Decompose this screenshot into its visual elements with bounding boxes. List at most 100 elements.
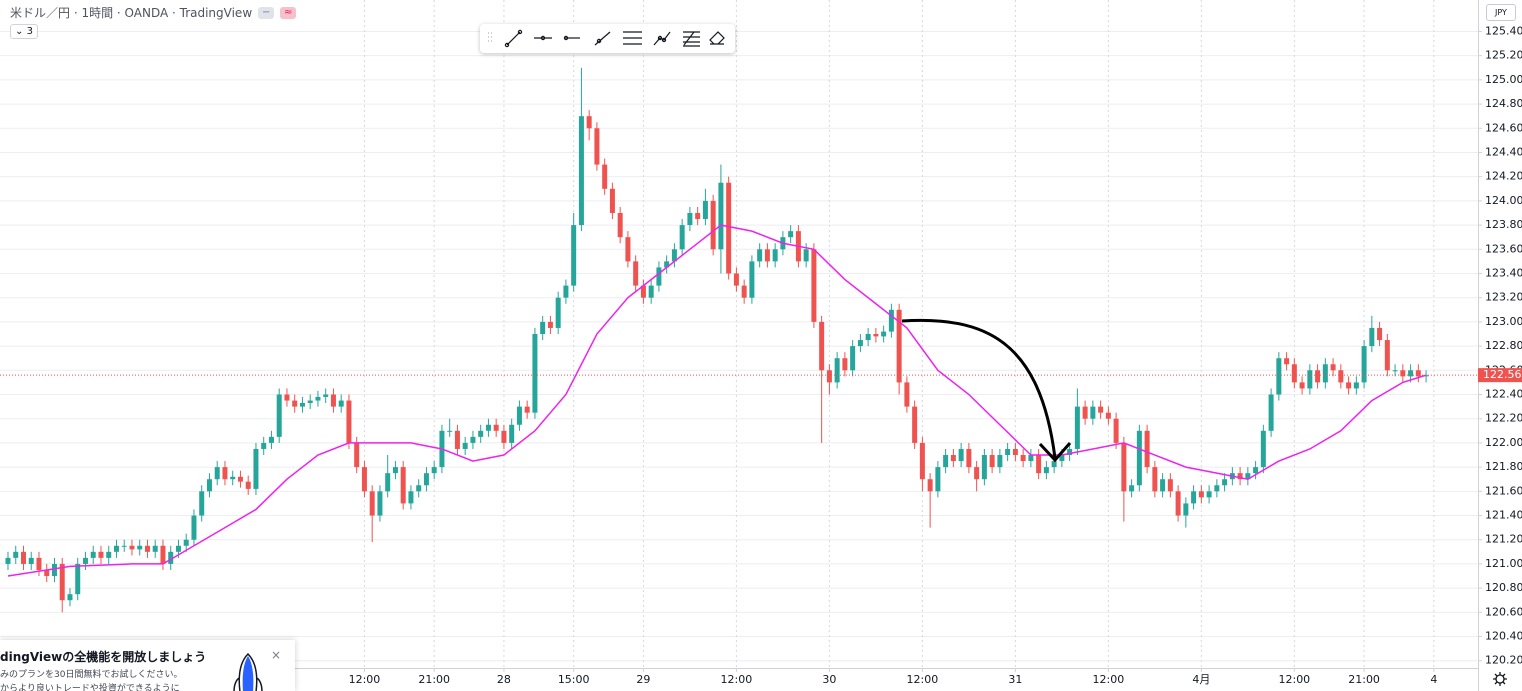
candle-body (803, 249, 809, 262)
candle-body (749, 261, 755, 298)
candle-body (1074, 406, 1080, 449)
y-tick-label: 123.800 (1485, 218, 1522, 231)
candle-body (1361, 346, 1367, 383)
candle-body (416, 485, 422, 492)
plot (0, 67, 1478, 613)
candle-body (1299, 382, 1305, 389)
promo-banner[interactable]: dingViewの全機能を開放しましょう みのプランを30日間無料でお試しくださ… (0, 640, 295, 691)
candle-body (485, 424, 491, 431)
candle-body (1129, 485, 1135, 492)
currency-button[interactable]: JPY (1486, 4, 1516, 21)
candle-body (873, 334, 879, 337)
candle-body (1167, 479, 1173, 492)
y-tick-label: 123.600 (1485, 242, 1522, 255)
y-tick-label: 125.200 (1485, 49, 1522, 62)
eraser-tool[interactable] (709, 31, 725, 45)
candle-body (199, 491, 205, 516)
currency-label: JPY (1495, 8, 1507, 17)
candle-body (695, 212, 701, 220)
settings-icon[interactable] (1493, 672, 1507, 686)
candle-body (819, 321, 825, 371)
candle-body (772, 249, 778, 262)
candle-body (20, 551, 26, 564)
x-tick-label: 4月 (1192, 673, 1210, 686)
candle-body (935, 467, 941, 492)
y-tick-label: 121.000 (1485, 557, 1522, 570)
x-tick-label: 30 (822, 673, 836, 686)
gear-teeth[interactable] (1493, 672, 1507, 686)
candle-body (950, 455, 956, 462)
candle-body (230, 476, 236, 480)
ray-tool[interactable] (594, 31, 611, 46)
annotation-arrow[interactable] (901, 318, 1057, 459)
candle-body (904, 382, 910, 407)
y-tick-label: 124.400 (1485, 145, 1522, 158)
trend-line-tool[interactable] (504, 29, 523, 48)
candle-body (943, 455, 949, 468)
candle-body (59, 563, 65, 601)
candle-body (106, 551, 112, 558)
candle-body (1408, 370, 1414, 377)
candle-body (912, 406, 918, 443)
candle-body (718, 182, 724, 250)
indicator-toggle[interactable]: ⌄ 3 (10, 24, 38, 39)
candle-body (1082, 406, 1088, 419)
candle-body (1315, 370, 1321, 383)
candle-body (1020, 455, 1026, 462)
candle-body (1338, 370, 1344, 383)
y-tick-label: 122.000 (1485, 436, 1522, 449)
candle-body (702, 200, 708, 220)
y-tick-label: 121.200 (1485, 533, 1522, 546)
candle-body (307, 400, 313, 403)
minimize-button[interactable]: − (258, 6, 275, 19)
candle-body (1268, 394, 1274, 431)
fib-tool[interactable] (683, 31, 700, 47)
candle-body (245, 481, 251, 489)
drag-handle[interactable] (488, 32, 492, 42)
candle-body (1067, 448, 1073, 456)
candle-body (989, 455, 995, 468)
candle-body (1369, 327, 1375, 347)
candle-body (555, 297, 561, 328)
candle-body (67, 594, 73, 601)
candle-body (811, 249, 817, 322)
candle-body (408, 491, 414, 504)
candle-body (826, 370, 832, 383)
candle-body (129, 545, 135, 550)
market-status[interactable]: ≈ (280, 6, 297, 19)
horizontal-ray-tool[interactable] (534, 35, 552, 41)
candle-body (571, 225, 577, 286)
candle-body (168, 551, 174, 564)
rocket-fins (233, 677, 263, 691)
promo-close[interactable]: × (271, 648, 282, 662)
horizontal-line-tool[interactable] (563, 35, 580, 41)
candle-body (369, 491, 375, 516)
candle-body (1160, 479, 1166, 492)
candle-body (857, 340, 863, 347)
candle-body (1090, 406, 1096, 419)
candle-body (919, 442, 925, 480)
candle-body (648, 285, 654, 298)
candle-body (958, 448, 964, 462)
y-tick-label: 120.800 (1485, 581, 1522, 594)
x-tick-label: 31 (1008, 673, 1022, 686)
candle-body (850, 346, 856, 371)
x-tick-label: 12:00 (721, 673, 753, 686)
candle-body (563, 285, 569, 298)
annotation-arrowhead[interactable] (1038, 442, 1072, 463)
candle-body (788, 231, 794, 238)
candle-body (276, 394, 282, 437)
candle-body (346, 400, 352, 443)
candle-body (1043, 467, 1049, 474)
parallel-channel-tool[interactable] (623, 31, 642, 45)
candle-body (13, 551, 19, 558)
y-tick-label: 124.800 (1485, 97, 1522, 110)
promo-text: みのプランを30日間無料でお試しください。 (0, 670, 183, 680)
candle-body (896, 309, 902, 383)
candle-body (44, 569, 50, 577)
candle-body (532, 334, 538, 413)
candle-body (1284, 358, 1290, 365)
path-tool[interactable] (653, 31, 671, 46)
candle-body (98, 551, 104, 558)
